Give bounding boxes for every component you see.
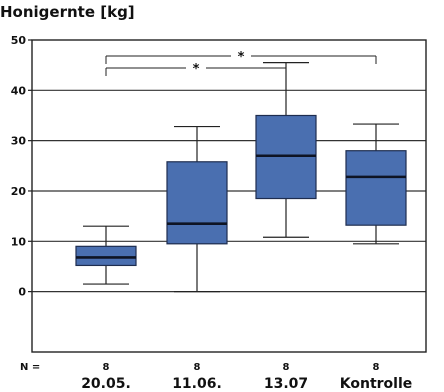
y-tick-label: 0 [18, 286, 26, 299]
category-label: 11.06. [172, 376, 222, 392]
n-value: 8 [103, 362, 110, 373]
box-group-11.06. [166, 125, 228, 293]
category-label: 20.05. [81, 376, 131, 392]
n-value: 8 [373, 362, 380, 373]
significance-layer: ** [105, 50, 377, 77]
labels-layer: 0 10 20 30 40 50 N = 8 20.05. 8 11.06. 8 13.07 8 Kontr… [11, 34, 413, 392]
significance-star: * [238, 50, 245, 65]
y-tick-label: 30 [11, 135, 27, 148]
chart-title: Honigernte [kg] [0, 3, 135, 21]
y-tick-label: 40 [11, 84, 27, 97]
iqr-box [75, 245, 137, 267]
iqr-box [166, 161, 228, 245]
boxes-layer [75, 62, 407, 293]
box-group-Kontrolle [345, 123, 407, 245]
significance-star: * [193, 62, 200, 77]
axis-layer [28, 39, 427, 353]
category-label: Kontrolle [340, 376, 413, 392]
category-label: 13.07 [264, 376, 308, 392]
plot-frame [31, 39, 427, 353]
y-tick-label: 10 [11, 235, 27, 248]
box-group-13.07 [255, 62, 317, 238]
y-tick-label: 50 [11, 34, 27, 47]
significance-bracket-0: * [105, 50, 377, 65]
n-value: 8 [194, 362, 201, 373]
iqr-box [345, 150, 407, 226]
significance-bracket-1: * [105, 62, 287, 77]
n-value: 8 [283, 362, 290, 373]
box-group-20.05. [75, 225, 137, 285]
n-label: N = [20, 362, 40, 373]
y-tick-label: 20 [11, 185, 27, 198]
